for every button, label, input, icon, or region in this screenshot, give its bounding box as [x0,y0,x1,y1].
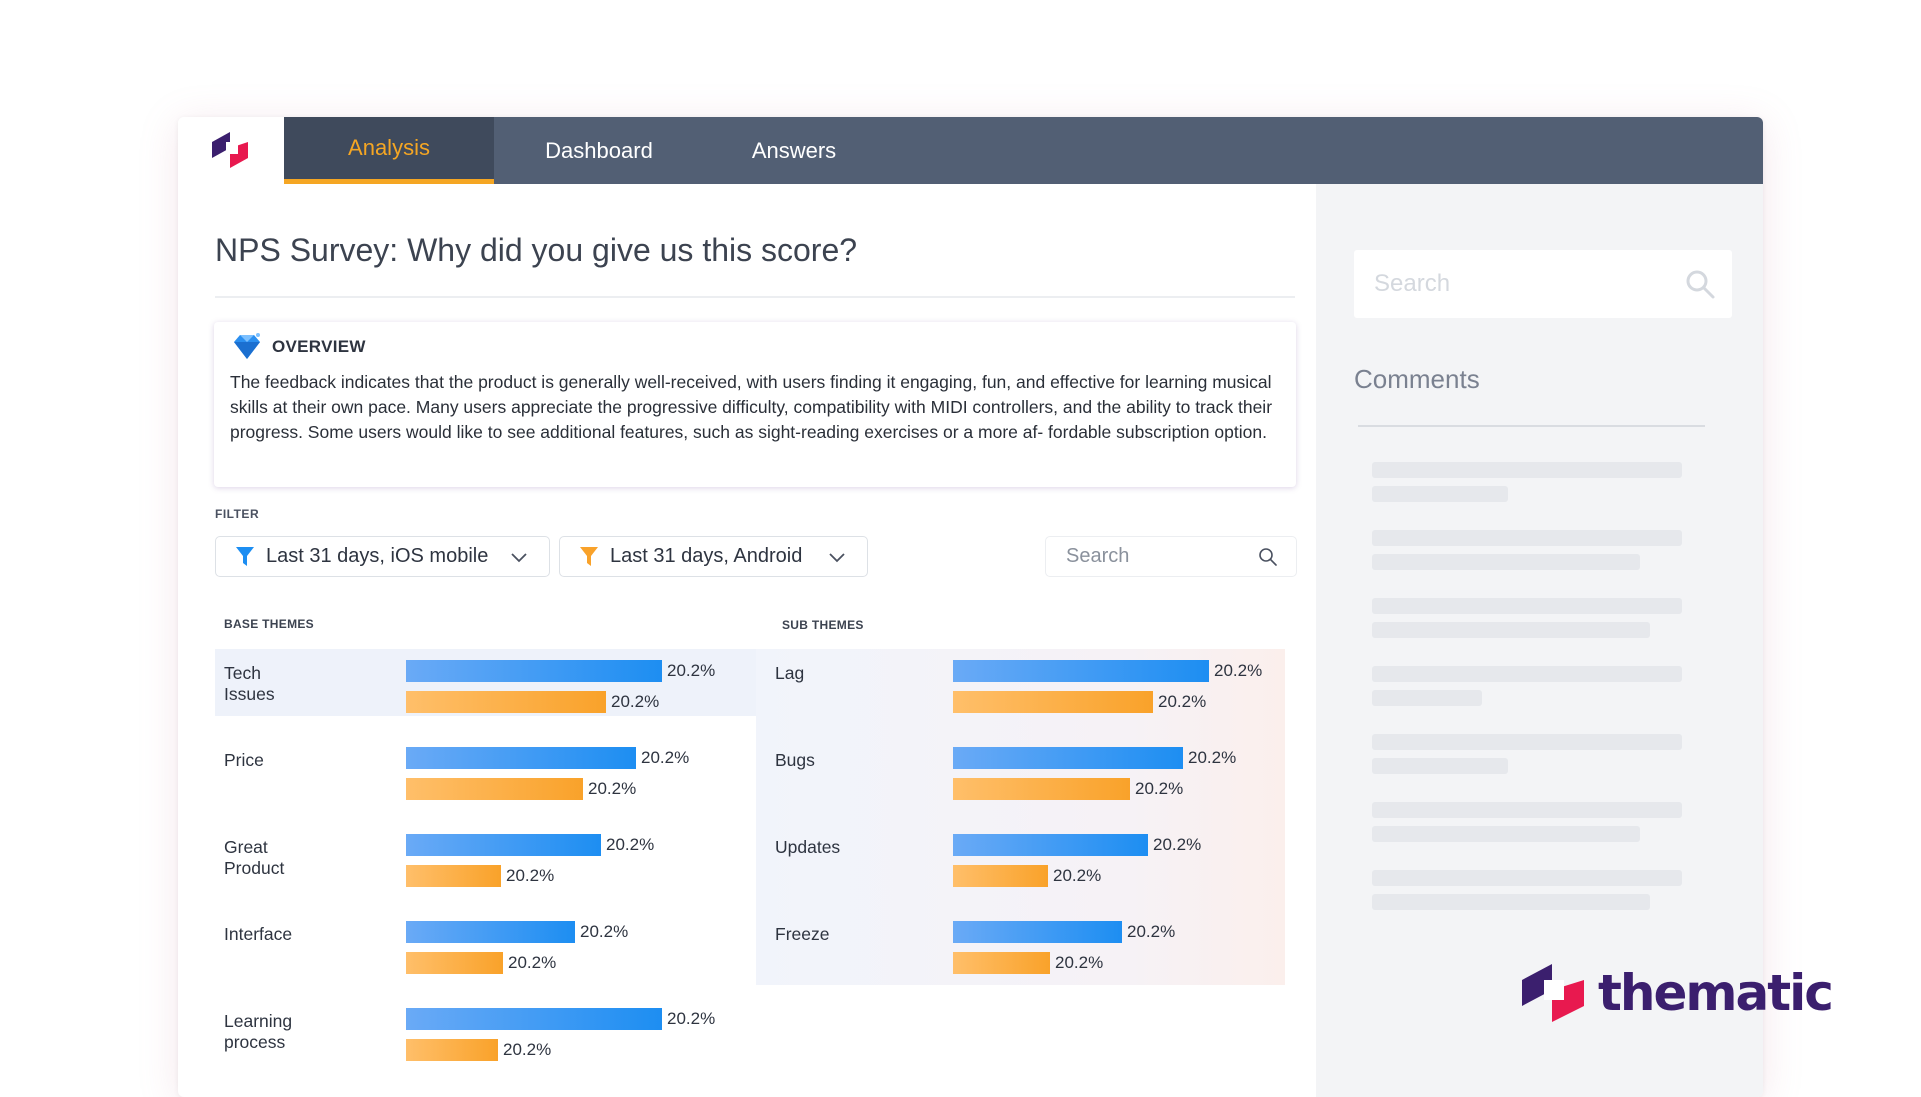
theme-name[interactable]: Tech Issues [224,663,275,704]
ios-bar-value: 20.2% [580,922,629,941]
filter-dropdown-ios[interactable]: Last 31 days, iOS mobile [215,536,550,577]
chevron-down-icon [511,553,527,563]
android-bar-value: 20.2% [611,692,660,711]
comment-skeleton-line [1372,758,1508,774]
filter-dropdown-ios-value: Last 31 days, iOS mobile [266,545,489,567]
page-title: NPS Survey: Why did you give us this sco… [215,232,858,268]
comment-skeleton-line [1372,554,1640,570]
android-bar-value: 20.2% [1158,692,1207,711]
comment-skeleton-line [1372,734,1682,750]
overview-text: The feedback indicates that the product … [230,372,1273,442]
comment-skeleton-line [1372,870,1682,886]
android-bar-value: 20.2% [1055,953,1104,972]
theme-name[interactable]: Lag [775,663,805,683]
filter-dropdown-android[interactable]: Last 31 days, Android [559,536,868,577]
ios-bar [406,921,575,943]
funnel-icon [580,546,598,566]
theme-name[interactable]: Updates [775,837,841,857]
sidebar-search-input[interactable]: Search [1354,250,1732,318]
tab-analysis[interactable]: Analysis [284,117,494,184]
ios-bar-value: 20.2% [1214,661,1263,680]
top-nav-bar [284,117,1763,184]
comment-skeleton-line [1372,802,1682,818]
tab-analysis-label: Analysis [348,135,430,160]
brand-lockup: thematic [1518,960,1834,1026]
sidebar-search-placeholder: Search [1374,270,1451,297]
theme-name[interactable]: Interface [224,924,293,944]
comment-skeleton-line [1372,462,1682,478]
theme-name[interactable]: Great Product [224,837,285,878]
base-themes-label: BASE THEMES [224,617,314,631]
diamond-icon [234,333,260,359]
theme-name[interactable]: Freeze [775,924,830,944]
theme-search-input[interactable]: Search [1045,536,1297,577]
overview-header: OVERVIEW [230,332,366,362]
theme-name[interactable]: Price [224,750,264,770]
ios-bar [406,1008,662,1030]
comment-skeleton-line [1372,622,1650,638]
filter-label: FILTER [215,507,260,521]
android-bar [953,865,1048,887]
thematic-logo-icon[interactable] [208,128,252,172]
comment-skeleton-line [1372,530,1682,546]
tab-dashboard[interactable]: Dashboard [494,117,704,184]
theme-name[interactable]: Learning process [224,1011,293,1052]
comment-skeleton-line [1372,894,1650,910]
tab-dashboard-label: Dashboard [545,137,653,163]
ios-bar-value: 20.2% [1188,748,1237,767]
ios-bar-value: 20.2% [667,661,716,680]
ios-bar [953,834,1148,856]
comment-skeleton-line [1372,690,1482,706]
theme-search-placeholder: Search [1066,545,1130,567]
android-bar [406,1039,498,1061]
theme-name[interactable]: Bugs [775,750,815,770]
tab-answers-label: Answers [751,137,837,163]
android-bar-value: 20.2% [1135,779,1184,798]
ios-bar [953,921,1122,943]
android-bar [953,778,1130,800]
thematic-logo-icon [1522,964,1584,1022]
ios-bar-value: 20.2% [1153,835,1202,854]
ios-bar-value: 20.2% [1127,922,1176,941]
comment-skeleton-line [1372,666,1682,682]
ios-bar [406,747,636,769]
comment-skeleton-line [1372,826,1640,842]
overview-card: OVERVIEW The feedback indicates that the… [214,322,1296,487]
comments-sidebar [1316,184,1763,1097]
divider [215,296,1295,298]
android-bar-value: 20.2% [1053,866,1102,885]
android-bar [953,952,1050,974]
ios-bar-value: 20.2% [667,1009,716,1028]
android-bar [406,865,501,887]
ios-bar-value: 20.2% [641,748,690,767]
logo-area [178,117,284,184]
android-bar [406,952,503,974]
comment-skeleton-line [1372,598,1682,614]
android-bar [406,691,606,713]
divider [1358,425,1705,427]
chevron-down-icon [829,553,845,563]
search-icon[interactable] [1684,268,1716,300]
comment-skeleton-line [1372,486,1508,502]
ios-bar [406,834,601,856]
android-bar-value: 20.2% [588,779,637,798]
comments-title: Comments [1354,364,1480,394]
tab-answers[interactable]: Answers [704,117,884,184]
android-bar-value: 20.2% [508,953,557,972]
app-window: Analysis Dashboard Answers Search Commen… [178,117,1763,1097]
android-bar [953,691,1153,713]
search-icon[interactable] [1258,547,1278,567]
funnel-icon [236,546,254,566]
sub-themes-label: SUB THEMES [782,618,864,632]
ios-bar-value: 20.2% [606,835,655,854]
filter-dropdown-android-value: Last 31 days, Android [610,545,803,567]
ios-bar [953,660,1209,682]
brand-name: thematic [1598,964,1834,1022]
ios-bar [953,747,1183,769]
overview-label: OVERVIEW [272,337,366,356]
ios-bar [406,660,662,682]
android-bar-value: 20.2% [503,1040,552,1059]
android-bar-value: 20.2% [506,866,555,885]
android-bar [406,778,583,800]
